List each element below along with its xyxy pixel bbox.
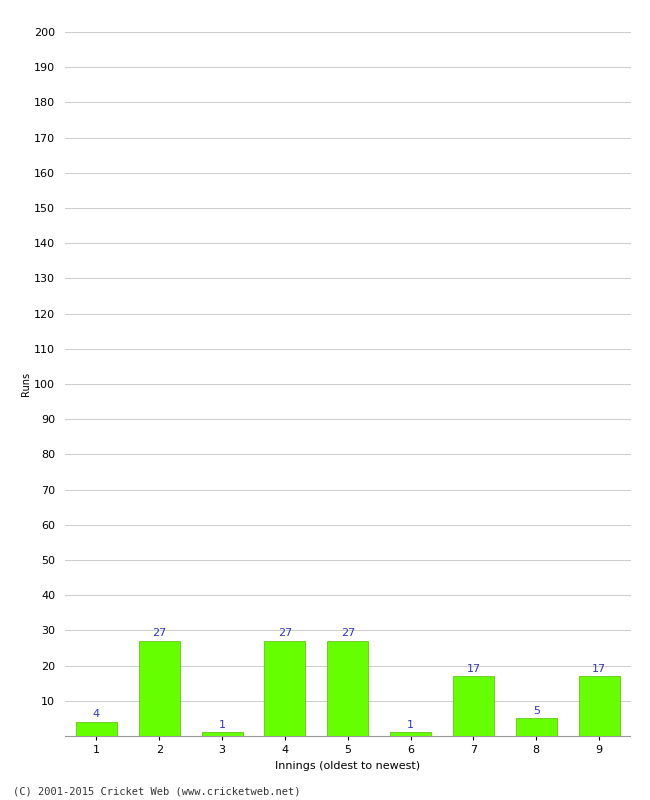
Text: 1: 1 — [218, 720, 226, 730]
Text: 17: 17 — [466, 664, 480, 674]
Text: 1: 1 — [407, 720, 414, 730]
Bar — [76, 722, 117, 736]
Text: (C) 2001-2015 Cricket Web (www.cricketweb.net): (C) 2001-2015 Cricket Web (www.cricketwe… — [13, 786, 300, 796]
Text: 4: 4 — [93, 710, 100, 719]
Bar — [453, 676, 494, 736]
Text: 17: 17 — [592, 664, 606, 674]
Bar — [390, 733, 431, 736]
Text: 5: 5 — [533, 706, 540, 716]
Bar — [578, 676, 619, 736]
Bar — [328, 641, 368, 736]
Text: 27: 27 — [278, 629, 292, 638]
X-axis label: Innings (oldest to newest): Innings (oldest to newest) — [275, 761, 421, 770]
Text: 27: 27 — [152, 629, 166, 638]
Bar — [202, 733, 242, 736]
Bar — [516, 718, 556, 736]
Bar — [265, 641, 305, 736]
Y-axis label: Runs: Runs — [21, 372, 31, 396]
Bar — [139, 641, 179, 736]
Text: 27: 27 — [341, 629, 355, 638]
